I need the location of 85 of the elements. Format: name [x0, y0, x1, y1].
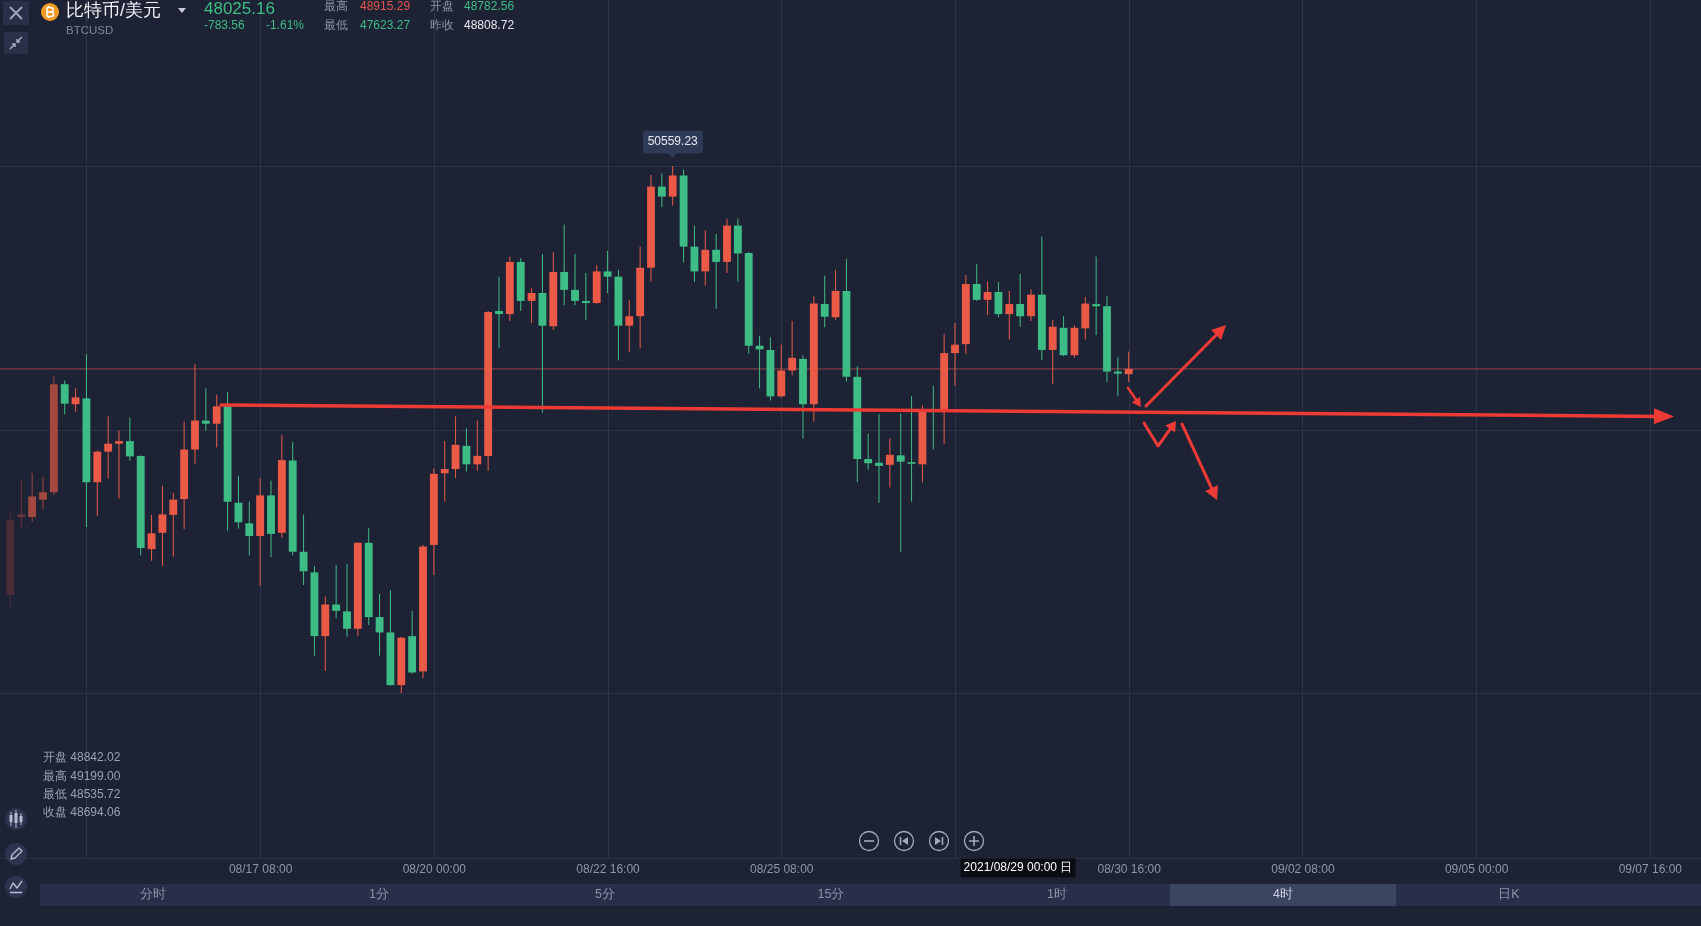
text: 47623.27: [360, 18, 411, 33]
annotation: 50559.23: [647, 134, 698, 149]
candlestick: [527, 287, 536, 324]
candlestick: [375, 593, 384, 657]
text: 开盘 48842.02: [43, 750, 121, 765]
candlestick: [885, 437, 894, 488]
x-tick-label: 09/02 08:00: [1271, 861, 1335, 876]
candlestick: [560, 224, 569, 306]
candlestick: [864, 433, 873, 471]
text: 1时: [1047, 887, 1067, 902]
text: 2021/08/29 00:00 日: [963, 860, 1073, 875]
candlestick: [245, 501, 254, 556]
candlestick: [212, 394, 221, 448]
candlestick: [495, 276, 503, 349]
candlestick: [994, 281, 1003, 318]
x-tick-label: 08/20 00:00: [402, 861, 467, 876]
text: 开盘: [430, 0, 454, 14]
candlestick: [462, 427, 471, 473]
candlestick: [39, 476, 47, 510]
candlestick: [907, 395, 916, 503]
text: 日K: [1498, 887, 1520, 902]
x-tick-label: 09/05 00:00: [1444, 861, 1509, 876]
text: 最低: [324, 18, 348, 33]
candlestick: [17, 480, 26, 528]
text: 收盘 48694.06: [43, 805, 121, 820]
candlestick: [896, 413, 905, 553]
candlestick: [60, 380, 69, 415]
candlestick: [147, 514, 156, 562]
candlestick: [701, 229, 710, 287]
candlestick: [1016, 273, 1025, 328]
candlestick: [668, 165, 677, 207]
text: 48782.56: [464, 0, 515, 14]
candlestick: [299, 513, 308, 586]
text: 15分: [817, 887, 845, 902]
text: 最高 49199.00: [43, 769, 121, 784]
x-tick-label: 09/07 16:00: [1618, 861, 1683, 876]
candlestick: [1092, 256, 1101, 336]
x-tick-label: 08/22 16:00: [576, 861, 641, 876]
candlestick: [115, 430, 123, 500]
candlestick: [1048, 319, 1057, 385]
text: 昨收: [430, 18, 454, 33]
x-tick-label: 08/25 08:00: [750, 861, 814, 876]
candlestick: [788, 320, 797, 376]
candlestick: [820, 275, 829, 328]
candlestick: [440, 440, 449, 503]
text: 最高: [324, 0, 348, 14]
text: 48808.72: [464, 18, 515, 33]
candlestick: [625, 299, 634, 353]
text: -1.61%: [266, 18, 305, 33]
candlestick: [473, 420, 482, 472]
chart-title: 比特币/美元: [66, 0, 162, 21]
candlestick: [1113, 356, 1122, 397]
candlestick: [657, 172, 666, 208]
candlestick: [201, 387, 210, 432]
candlestick: [1005, 290, 1014, 340]
candlestick: [234, 475, 243, 530]
candlestick: [571, 253, 579, 306]
candlestick: [28, 472, 37, 523]
candlestick: [104, 415, 113, 480]
text: 最低 48535.72: [43, 787, 121, 802]
text: 4时: [1273, 887, 1293, 902]
candlestick: [972, 263, 981, 302]
candlestick: [125, 416, 134, 462]
text: 48025.16: [204, 0, 275, 19]
text: 1分: [369, 887, 389, 902]
candlestick: [875, 413, 883, 504]
x-tick-label: 08/17 08:00: [228, 861, 293, 876]
candlestick: [581, 272, 590, 321]
candlestick: [1027, 288, 1035, 322]
candlestick: [951, 322, 959, 387]
candlestick: [158, 485, 167, 567]
chart-subtitle: BTCUSD: [66, 23, 114, 37]
text: -783.56: [204, 18, 245, 33]
candlestick: [332, 564, 341, 619]
text: 分时: [140, 887, 166, 902]
text: 48915.29: [360, 0, 411, 14]
candlestick: [983, 280, 992, 316]
candlestick: [169, 492, 178, 558]
candlestick: [71, 387, 80, 413]
text: 5分: [595, 887, 615, 902]
candlestick: [343, 563, 351, 638]
candlestick: [1124, 351, 1133, 383]
candlestick: [603, 250, 612, 294]
candlestick: [712, 233, 721, 310]
x-tick-label: 08/30 16:00: [1097, 861, 1162, 876]
